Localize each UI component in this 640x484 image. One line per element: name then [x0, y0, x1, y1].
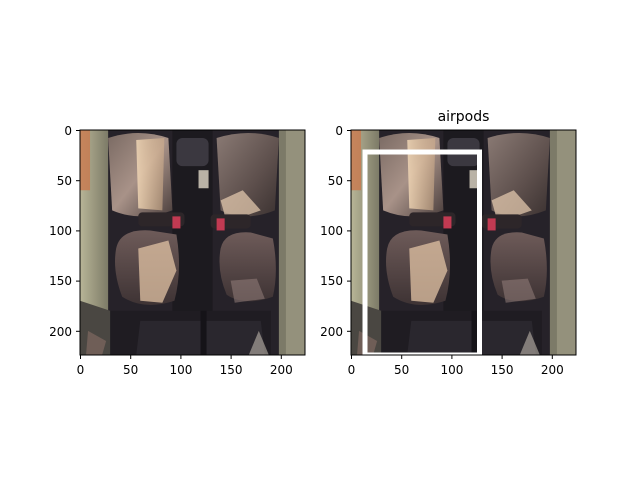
axes-frame-left [79, 129, 306, 356]
x-axis-left: 0 50 100 150 200 [77, 355, 293, 377]
y-tick-label: 0 [64, 124, 72, 138]
y-tick-label: 0 [335, 124, 343, 138]
axes-frame-right [350, 129, 577, 356]
y-tick-label: 100 [49, 224, 72, 238]
image-right [351, 130, 576, 355]
y-tick-label: 50 [57, 174, 72, 188]
y-axis-left: 0 50 100 150 200 [49, 124, 80, 339]
panel-left: 0 50 100 150 200 0 50 100 150 200 [49, 124, 306, 377]
y-tick-label: 50 [328, 174, 343, 188]
y-tick-label: 150 [49, 274, 72, 288]
y-tick-label: 200 [320, 325, 343, 339]
panel-title-right: airpods [438, 109, 490, 125]
y-tick-label: 150 [320, 274, 343, 288]
x-tick-label: 0 [77, 363, 85, 377]
y-tick-label: 100 [320, 224, 343, 238]
x-tick-label: 50 [123, 363, 138, 377]
image-left [80, 130, 305, 355]
x-tick-label: 50 [394, 363, 409, 377]
x-tick-label: 200 [270, 363, 293, 377]
y-tick-label: 200 [49, 325, 72, 339]
panel-right: airpods 0 50 100 150 200 0 50 100 150 20… [320, 109, 577, 377]
x-tick-label: 100 [440, 363, 463, 377]
x-tick-label: 150 [491, 363, 514, 377]
y-axis-right: 0 50 100 150 200 [320, 124, 351, 339]
x-tick-label: 150 [220, 363, 243, 377]
x-tick-label: 0 [348, 363, 356, 377]
x-axis-right: 0 50 100 150 200 [348, 355, 564, 377]
x-tick-label: 200 [541, 363, 564, 377]
x-tick-label: 100 [169, 363, 192, 377]
